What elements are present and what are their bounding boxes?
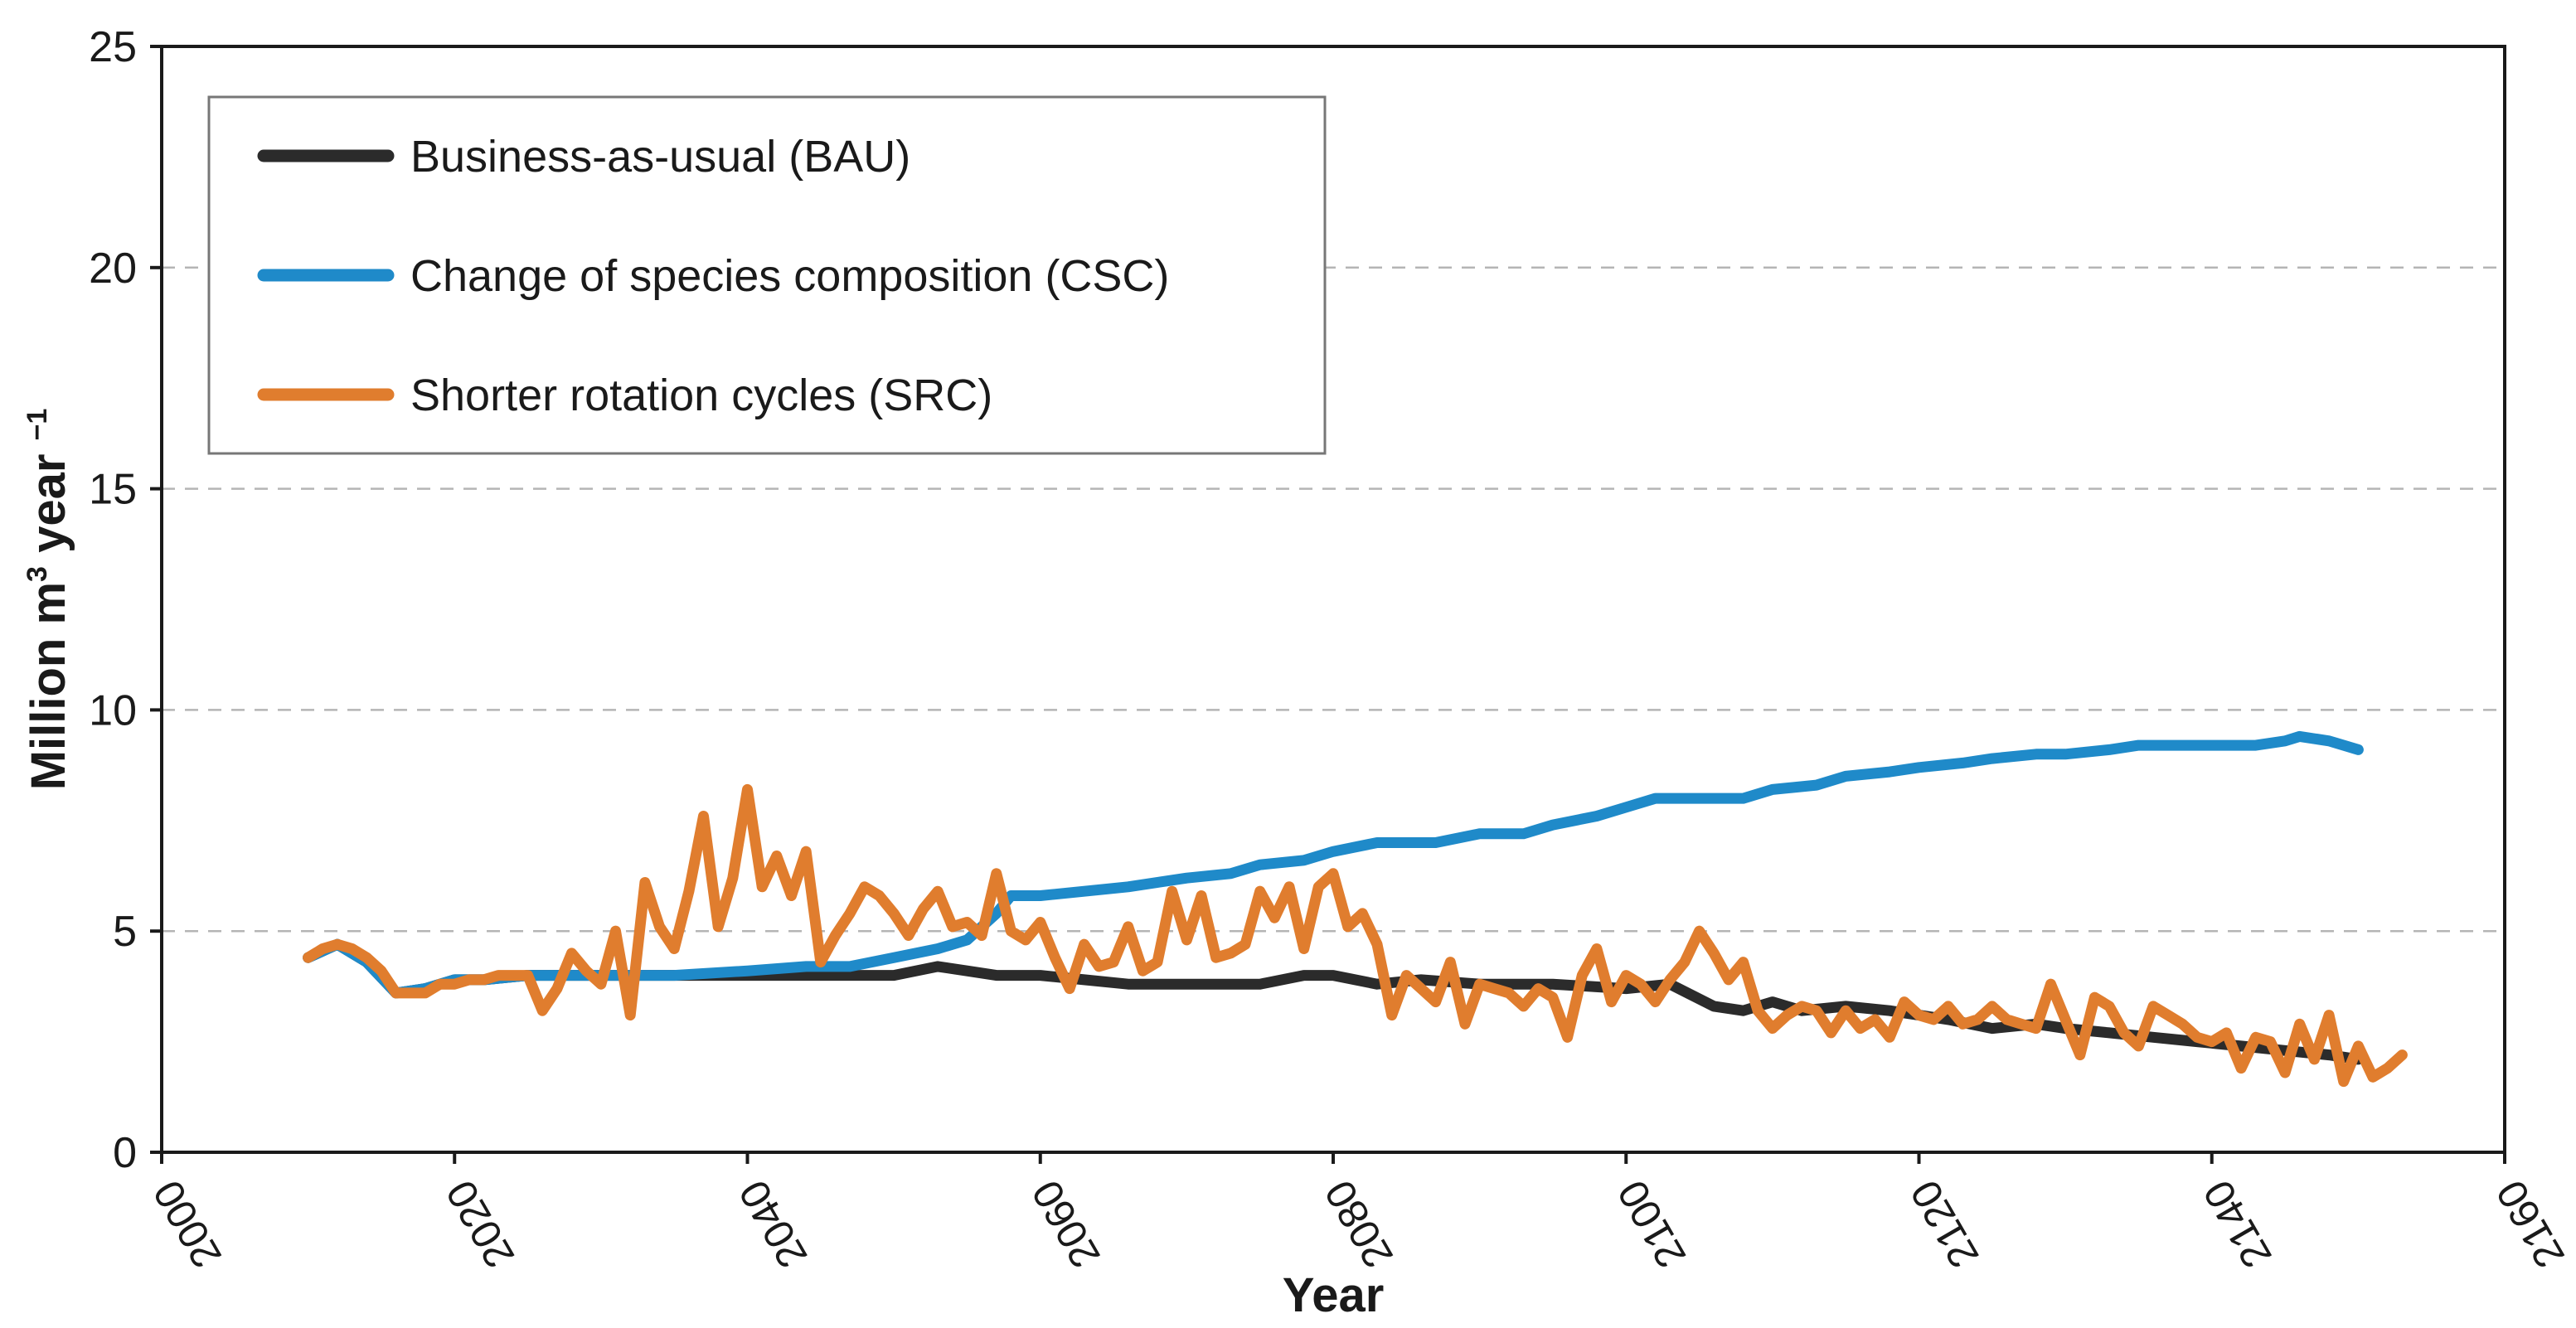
x-tick-label: 2080 (1316, 1173, 1402, 1276)
legend-label-src: Shorter rotation cycles (SRC) (410, 371, 992, 420)
y-tick-label: 20 (89, 245, 137, 293)
x-tick-label: 2120 (1902, 1173, 1988, 1276)
legend-label-bau: Business-as-usual (BAU) (410, 132, 910, 182)
legend-label-csc: Change of species composition (CSC) (410, 251, 1169, 301)
y-axis-title: Million m3 year −1 (22, 409, 75, 791)
series-line-csc (303, 730, 2364, 999)
gridlines (162, 266, 2505, 933)
y-axis-title-sup1: 3 (22, 566, 53, 582)
y-axis-title-sup2: −1 (22, 409, 53, 441)
x-axis-title: Year (1283, 1268, 1385, 1322)
y-tick-label: 15 (89, 466, 137, 514)
x-tick-label: 2060 (1023, 1173, 1109, 1276)
legend-box (207, 95, 1327, 455)
y-axis-title-mid: year (22, 440, 75, 566)
legend: Business-as-usual (BAU) Change of species… (207, 95, 1327, 455)
x-tick-label: 2000 (144, 1173, 230, 1276)
x-tick-label: 2100 (1608, 1173, 1695, 1276)
y-tick-label: 10 (89, 686, 137, 734)
y-tick-label: 5 (113, 908, 137, 956)
x-tick-label: 2020 (437, 1173, 523, 1276)
x-tick-label: 2160 (2487, 1173, 2574, 1276)
x-tick-label: 2140 (2195, 1173, 2281, 1276)
series-line-src (303, 783, 2408, 1088)
axis-ticks: 0 5 10 15 20 25 2000 2020 2040 2060 2080 2100 2120 21… (89, 23, 2574, 1276)
y-tick-label: 0 (113, 1129, 137, 1177)
x-tick-label: 2040 (730, 1173, 817, 1276)
y-axis-title-prefix: Million m (22, 582, 75, 790)
series-lines (303, 730, 2408, 1088)
y-tick-label: 25 (89, 23, 137, 71)
